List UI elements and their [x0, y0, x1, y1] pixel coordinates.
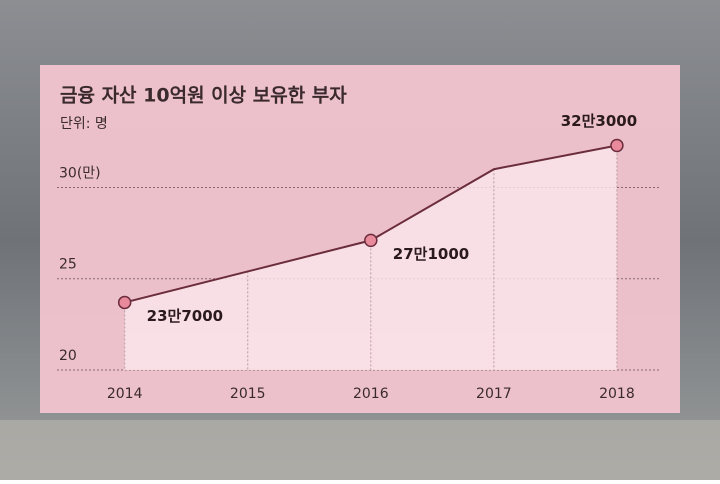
x-tick-label: 2014 [107, 386, 143, 402]
point [610, 138, 624, 153]
y-tick-label: 20 [59, 348, 77, 364]
x-tick-label: 2016 [353, 386, 389, 402]
point [364, 233, 378, 248]
value-label: 32만3000 [561, 112, 637, 130]
y-tick-label: 30(만) [59, 165, 101, 181]
chart-title: 금융 자산 10억원 이상 보유한 부자 [60, 85, 347, 107]
background-city [0, 420, 720, 480]
x-tick-label: 2018 [599, 386, 635, 402]
y-tick-label: 25 [59, 257, 77, 273]
point [117, 295, 132, 310]
x-tick-label: 2017 [476, 386, 512, 402]
value-label: 27만1000 [393, 245, 469, 263]
x-tick-label: 2015 [230, 386, 266, 402]
value-label: 23만7000 [147, 307, 223, 325]
chart-subtitle: 단위: 명 [60, 116, 108, 132]
